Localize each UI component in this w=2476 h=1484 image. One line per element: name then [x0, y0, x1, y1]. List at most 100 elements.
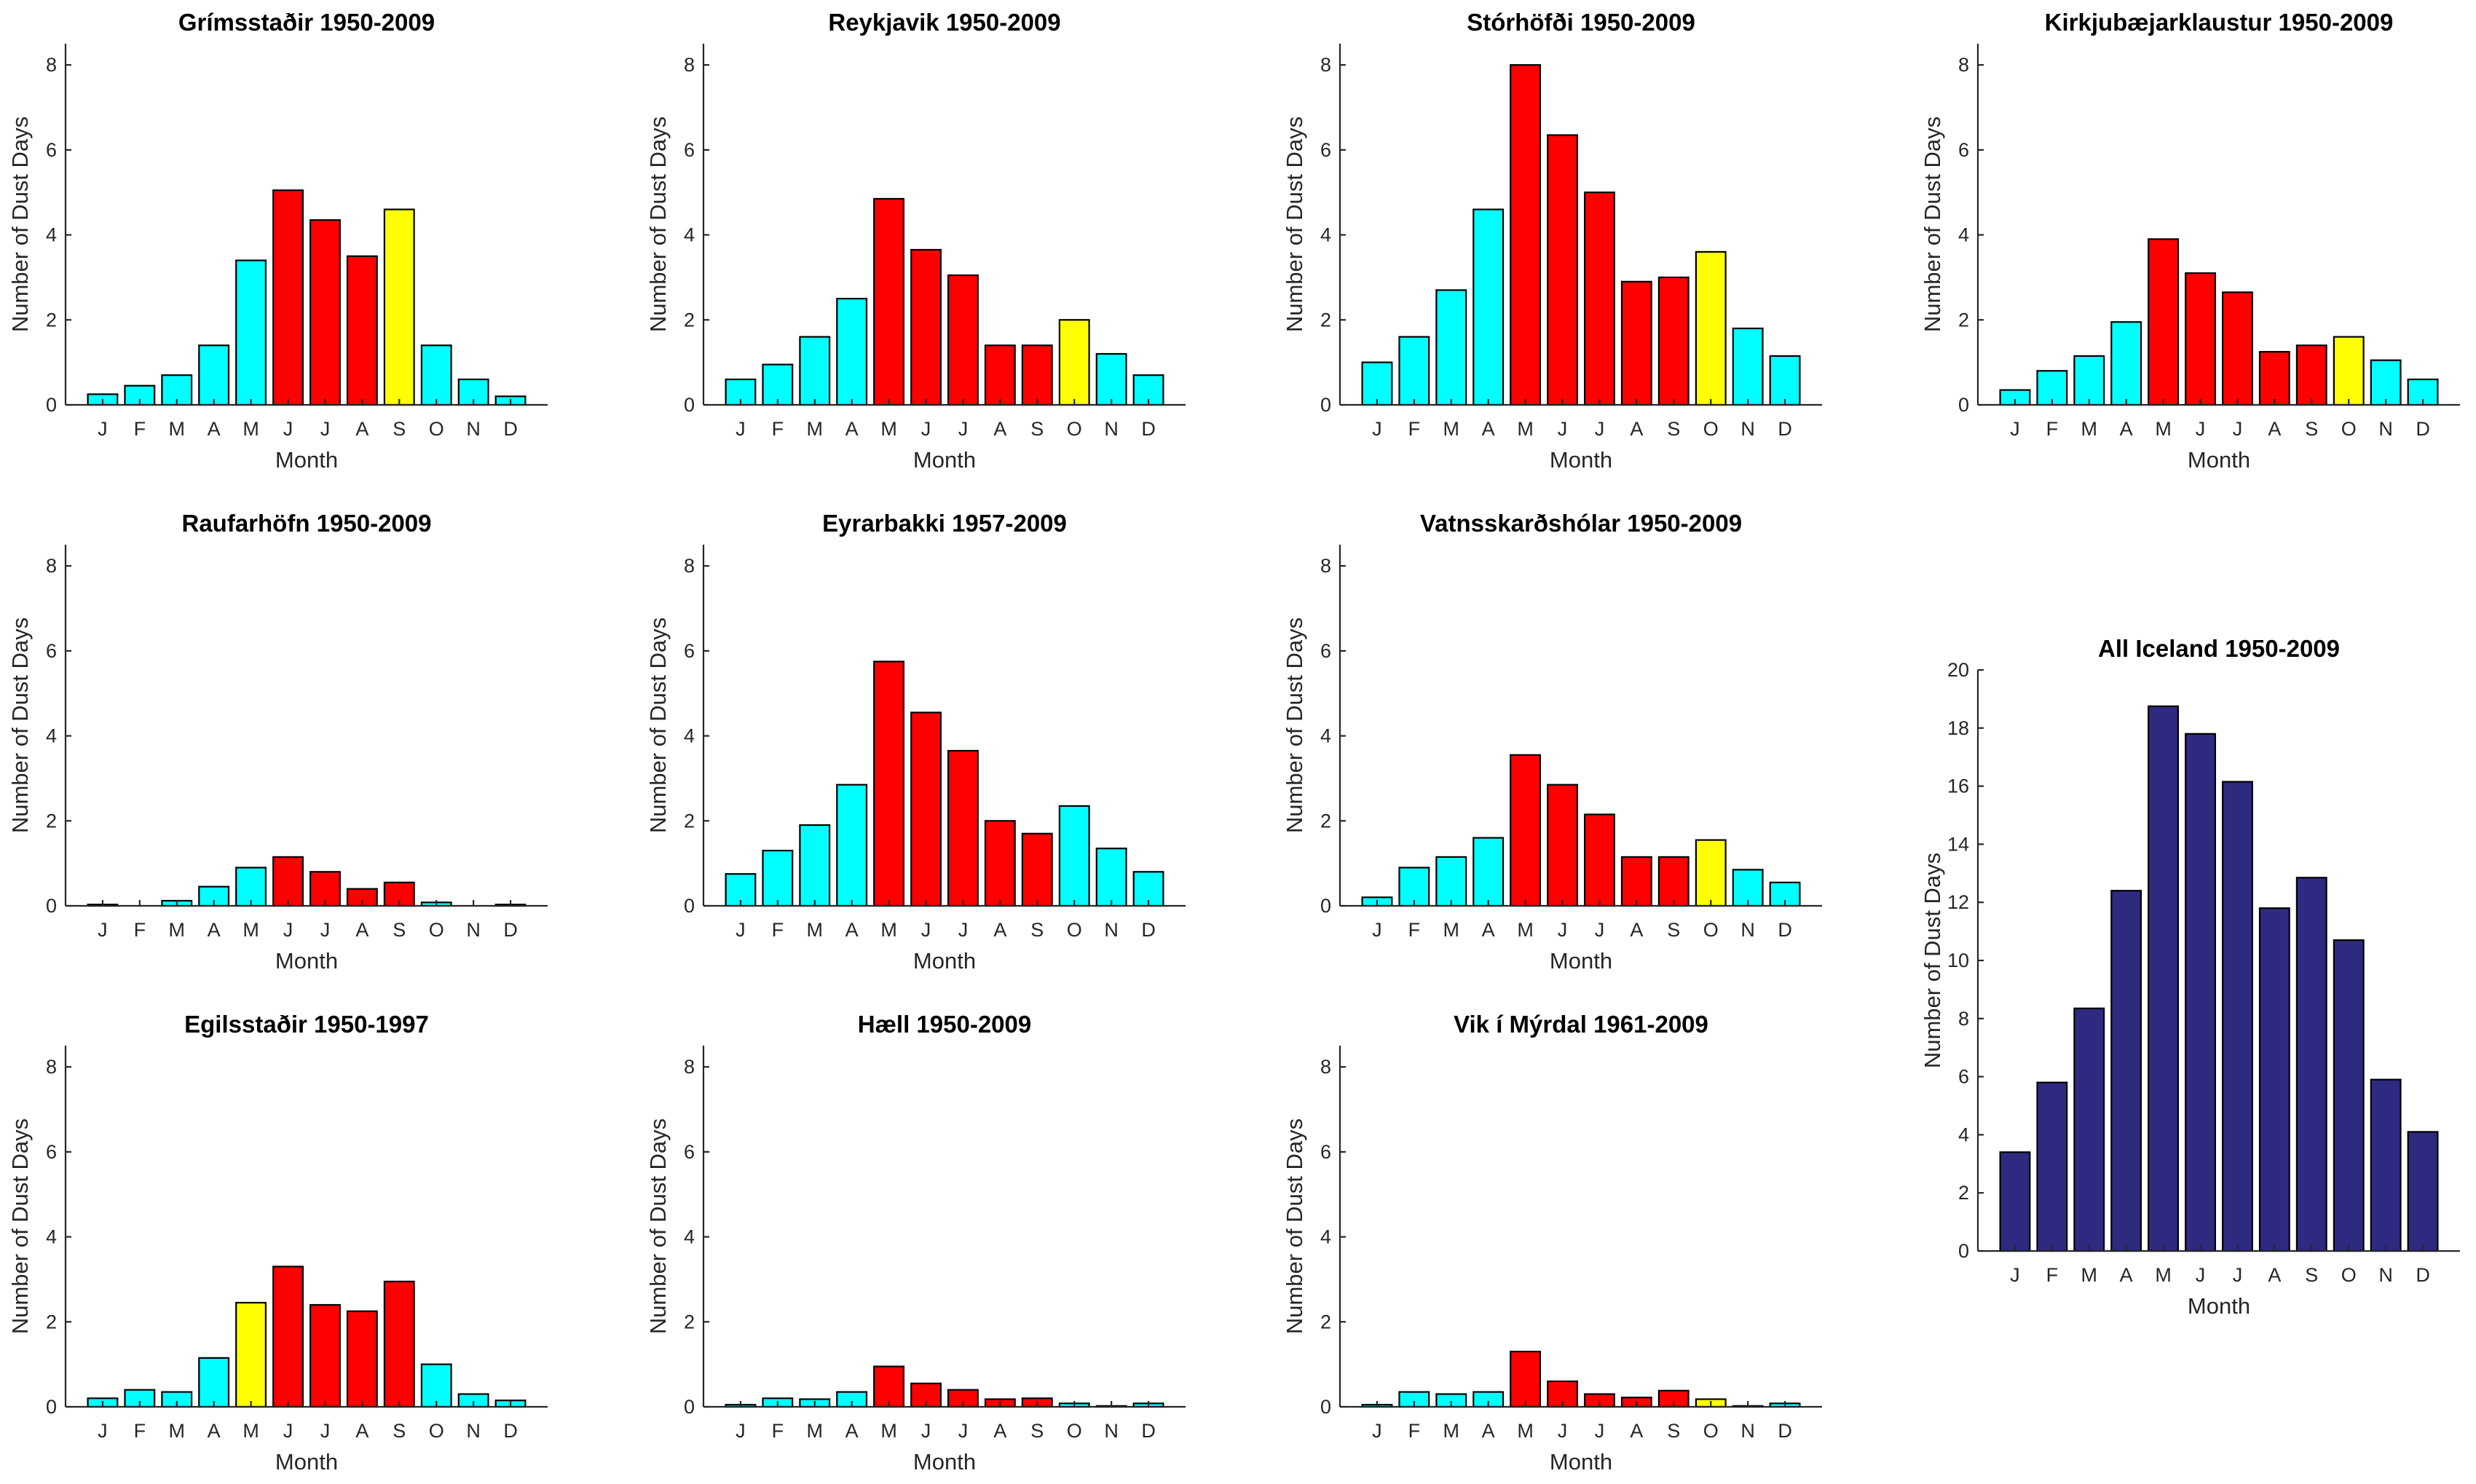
y-tick-label: 4	[1320, 725, 1331, 747]
bar-J-6	[910, 248, 942, 406]
x-tick-label: J	[958, 919, 969, 941]
y-tick-label: 2	[684, 309, 695, 331]
x-tick-label: J	[921, 418, 931, 440]
y-axis-label: Number of Dust Days	[1282, 617, 1307, 833]
x-tick-label: A	[1482, 1420, 1495, 1442]
y-tick-label: 0	[684, 394, 695, 416]
bar-M-3	[1435, 289, 1467, 406]
y-tick-label: 8	[46, 1056, 57, 1078]
x-tick-label: J	[283, 1420, 293, 1442]
bar-J-6	[2185, 733, 2216, 1252]
chart-title: Vatnsskarðshólar 1950-2009	[1420, 510, 1742, 537]
x-tick-label: A	[993, 418, 1006, 440]
x-tick-label: N	[466, 1420, 481, 1442]
x-tick-label: N	[1740, 1420, 1755, 1442]
y-tick-label: 6	[46, 1141, 57, 1163]
x-tick-label: F	[134, 919, 146, 941]
x-tick-label: M	[2081, 418, 2098, 440]
x-tick-label: M	[1517, 919, 1534, 941]
x-tick-label: F	[772, 919, 784, 941]
bar-J-7	[1584, 192, 1615, 406]
x-tick-label: N	[1740, 418, 1755, 440]
x-tick-label: S	[393, 418, 406, 440]
y-tick-label: 4	[46, 224, 57, 246]
x-tick-label: O	[1067, 919, 1082, 941]
bar-S-9	[1657, 276, 1690, 406]
x-tick-label: A	[2120, 418, 2133, 440]
x-tick-label: J	[1595, 1420, 1605, 1442]
y-tick-label: 10	[1947, 950, 1969, 971]
x-tick-label: M	[1443, 418, 1460, 440]
y-tick-label: 2	[1958, 1182, 1969, 1204]
x-tick-label: A	[993, 919, 1006, 941]
x-tick-label: J	[2010, 1264, 2020, 1286]
x-tick-label: M	[807, 1420, 824, 1442]
y-tick-label: 8	[684, 555, 695, 577]
y-axis-label: Number of Dust Days	[7, 617, 33, 833]
chart-title: Hæll 1950-2009	[858, 1011, 1032, 1038]
bar-J-6	[910, 711, 942, 907]
y-tick-label: 18	[1947, 717, 1969, 739]
y-tick-label: 8	[46, 555, 57, 577]
y-tick-label: 8	[1320, 54, 1331, 76]
bar-A-8	[984, 344, 1016, 406]
bar-A-8	[346, 1310, 378, 1408]
chart-title: Raufarhöfn 1950-2009	[182, 510, 432, 537]
x-axis-label: Month	[1550, 1449, 1612, 1475]
y-tick-label: 6	[46, 139, 57, 161]
y-tick-label: 0	[1320, 394, 1331, 416]
y-tick-label: 6	[1958, 139, 1969, 161]
x-tick-label: N	[1104, 1420, 1119, 1442]
y-axis-label: Number of Dust Days	[1282, 117, 1307, 332]
x-tick-label: A	[1630, 919, 1643, 941]
x-tick-label: A	[845, 418, 859, 440]
x-tick-label: J	[2233, 418, 2243, 440]
x-tick-label: J	[958, 1420, 969, 1442]
x-tick-label: N	[1104, 418, 1119, 440]
x-tick-label: D	[503, 1420, 518, 1442]
bar-J-6	[2185, 272, 2216, 406]
bar-O-10	[2333, 939, 2365, 1252]
y-tick-label: 2	[684, 1311, 695, 1333]
x-tick-label: J	[1558, 919, 1568, 941]
x-tick-label: D	[503, 418, 518, 440]
x-tick-label: J	[2010, 418, 2020, 440]
bar-A-4	[1472, 208, 1505, 406]
y-tick-label: 2	[684, 810, 695, 832]
x-tick-label: M	[2081, 1264, 2098, 1286]
x-axis-label: Month	[2188, 1293, 2250, 1319]
x-tick-label: N	[2378, 1264, 2393, 1286]
bar-F-2	[2036, 1081, 2068, 1252]
bar-F-2	[762, 849, 794, 907]
x-tick-label: M	[880, 1420, 897, 1442]
x-tick-label: M	[1443, 919, 1460, 941]
bar-S-9	[383, 1280, 415, 1408]
bar-M-5	[235, 259, 267, 406]
x-tick-label: A	[845, 919, 859, 941]
bar-N-11	[1732, 869, 1764, 907]
bar-J-7	[2222, 781, 2253, 1252]
y-tick-label: 4	[1958, 224, 1969, 246]
y-tick-label: 12	[1947, 891, 1969, 913]
bar-A-4	[1472, 837, 1505, 907]
x-tick-label: M	[1443, 1420, 1460, 1442]
y-tick-label: 2	[46, 309, 57, 331]
x-tick-label: J	[1558, 418, 1568, 440]
x-tick-label: A	[355, 418, 368, 440]
y-tick-label: 6	[1320, 640, 1331, 662]
x-tick-label: S	[1667, 919, 1680, 941]
y-tick-label: 2	[46, 1311, 57, 1333]
x-axis-label: Month	[913, 1449, 976, 1475]
x-tick-label: M	[1517, 1420, 1534, 1442]
bar-S-9	[2295, 344, 2327, 406]
bar-J-7	[310, 1303, 341, 1408]
y-tick-label: 4	[684, 725, 695, 747]
bar-F-2	[1398, 336, 1430, 406]
chart-title: Stórhöfði 1950-2009	[1467, 9, 1695, 36]
x-tick-label: J	[320, 1420, 331, 1442]
bar-O-10	[1695, 250, 1727, 406]
